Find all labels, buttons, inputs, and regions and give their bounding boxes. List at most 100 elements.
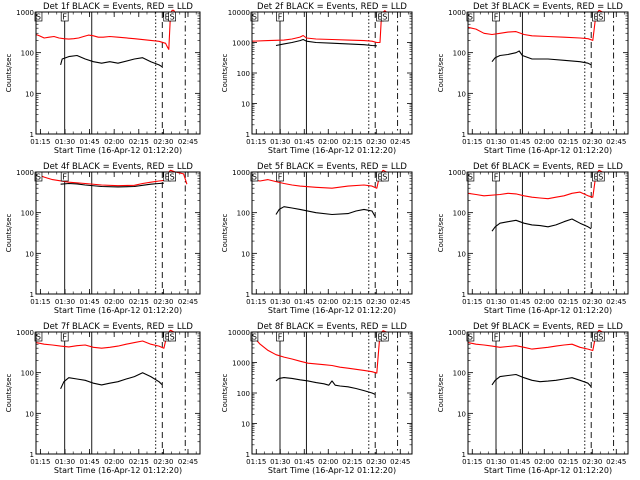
y-axis-label: Counts/sec bbox=[5, 214, 13, 253]
x-tick-label: 02:45 bbox=[390, 298, 410, 306]
x-tick-label: 02:00 bbox=[318, 298, 338, 306]
panel-title: Det 7f BLACK = Events, RED = LLD bbox=[43, 322, 193, 332]
y-tick-label: 1000 bbox=[448, 169, 466, 177]
x-tick-label: 02:30 bbox=[582, 458, 602, 466]
marker-f-label: F bbox=[278, 333, 283, 342]
marker-f-label: F bbox=[494, 173, 499, 182]
y-axis-label: Counts/sec bbox=[437, 374, 445, 413]
y-axis-label: Counts/sec bbox=[221, 214, 229, 253]
x-tick-label: 02:15 bbox=[129, 458, 149, 466]
series-red-line bbox=[35, 9, 176, 50]
x-tick-label: 02:30 bbox=[366, 138, 386, 146]
panel-title: Det 6f BLACK = Events, RED = LLD bbox=[473, 162, 623, 172]
x-axis-label: Start Time (16-Apr-12 01:12:20) bbox=[484, 466, 612, 475]
x-tick-label: 02:15 bbox=[342, 458, 362, 466]
x-tick-label: 02:30 bbox=[153, 138, 173, 146]
marker-e-label: E bbox=[593, 173, 598, 182]
marker-f-label: F bbox=[494, 333, 499, 342]
y-tick-label: 100 bbox=[21, 210, 34, 218]
plot-frame bbox=[251, 331, 413, 455]
y-tick-label: 1000 bbox=[16, 329, 34, 337]
panel-det-9f: Det 9f BLACK = Events, RED = LLD Start Ti… bbox=[437, 322, 629, 475]
marker-s-label: S bbox=[36, 173, 41, 182]
x-tick-label: 01:45 bbox=[294, 138, 314, 146]
x-tick-label: 01:30 bbox=[55, 138, 75, 146]
y-tick-label: 1000 bbox=[232, 169, 250, 177]
y-tick-label: 1000 bbox=[232, 40, 250, 48]
x-tick-label: 02:15 bbox=[129, 298, 149, 306]
x-tick-label: 01:30 bbox=[270, 138, 290, 146]
marker-s-label: S bbox=[36, 333, 41, 342]
marker-s-label: S bbox=[252, 13, 257, 22]
y-axis-label: Counts/sec bbox=[5, 374, 13, 413]
y-tick-label: 1000 bbox=[16, 9, 34, 17]
marker-f-label: F bbox=[62, 333, 67, 342]
y-tick-label: 100 bbox=[21, 370, 34, 378]
plot-frame bbox=[251, 171, 413, 295]
series-black-line bbox=[491, 50, 592, 66]
series-black-line bbox=[60, 372, 163, 390]
x-tick-label: 01:45 bbox=[510, 138, 530, 146]
x-tick-label: 01:45 bbox=[79, 138, 99, 146]
x-tick-label: 02:30 bbox=[582, 298, 602, 306]
x-tick-label: 02:30 bbox=[153, 298, 173, 306]
y-axis-label: Counts/sec bbox=[221, 374, 229, 413]
series-black-line bbox=[275, 38, 377, 47]
marker-s-label: S bbox=[252, 173, 257, 182]
x-tick-label: 01:30 bbox=[486, 138, 506, 146]
plot-frame bbox=[467, 171, 629, 295]
x-tick-label: 02:30 bbox=[582, 138, 602, 146]
x-tick-label: 02:15 bbox=[558, 458, 578, 466]
x-tick-label: 02:00 bbox=[318, 138, 338, 146]
x-tick-label: 02:45 bbox=[390, 138, 410, 146]
y-axis-label: Counts/sec bbox=[221, 54, 229, 93]
y-tick-label: 10 bbox=[457, 410, 466, 418]
marker-f-label: F bbox=[62, 13, 67, 22]
panel-det-7f: Det 7f BLACK = Events, RED = LLD Start Ti… bbox=[5, 322, 201, 475]
series-red-line bbox=[467, 9, 603, 41]
x-tick-label: 02:30 bbox=[366, 458, 386, 466]
marker-e-label: E bbox=[377, 13, 382, 22]
marker-s-label: S bbox=[252, 333, 257, 342]
marker-s-label: S bbox=[598, 333, 603, 342]
x-tick-label: 02:00 bbox=[534, 298, 554, 306]
marker-s-label: S bbox=[468, 13, 473, 22]
x-axis-label: Start Time (16-Apr-12 01:12:20) bbox=[54, 466, 182, 475]
x-tick-label: 02:15 bbox=[342, 298, 362, 306]
marker-s-label: S bbox=[468, 173, 473, 182]
x-tick-label: 02:00 bbox=[104, 138, 124, 146]
x-tick-label: 02:15 bbox=[129, 138, 149, 146]
y-tick-label: 10 bbox=[457, 250, 466, 258]
marker-e-label: E bbox=[377, 173, 382, 182]
marker-s-label: S bbox=[170, 13, 175, 22]
x-tick-label: 02:15 bbox=[342, 138, 362, 146]
x-axis-label: Start Time (16-Apr-12 01:12:20) bbox=[54, 306, 182, 315]
y-tick-label: 1000 bbox=[232, 360, 250, 368]
x-tick-label: 02:30 bbox=[153, 458, 173, 466]
series-red-line bbox=[467, 169, 603, 200]
marker-f-label: F bbox=[278, 173, 283, 182]
y-tick-label: 100 bbox=[237, 70, 250, 78]
y-tick-label: 100 bbox=[453, 210, 466, 218]
panel-det-2f: Det 2f BLACK = Events, RED = LLD Start Ti… bbox=[221, 2, 413, 155]
marker-f-label: F bbox=[494, 13, 499, 22]
marker-s-label: S bbox=[382, 13, 387, 22]
series-red-line bbox=[35, 329, 175, 349]
y-tick-label: 1 bbox=[462, 291, 466, 299]
marker-s-label: S bbox=[598, 13, 603, 22]
marker-s-label: S bbox=[170, 333, 175, 342]
x-axis-label: Start Time (16-Apr-12 01:12:20) bbox=[54, 146, 182, 155]
panel-title: Det 8f BLACK = Events, RED = LLD bbox=[257, 322, 407, 332]
x-tick-label: 01:45 bbox=[79, 298, 99, 306]
x-tick-label: 02:00 bbox=[104, 458, 124, 466]
y-tick-label: 10 bbox=[25, 250, 34, 258]
plot-frame bbox=[251, 11, 413, 135]
y-tick-label: 10000 bbox=[228, 329, 250, 337]
y-tick-label: 100 bbox=[453, 50, 466, 58]
marker-e-label: E bbox=[165, 333, 170, 342]
x-axis-label: Start Time (16-Apr-12 01:12:20) bbox=[268, 466, 396, 475]
panel-det-4f: Det 4f BLACK = Events, RED = LLD Start Ti… bbox=[5, 162, 201, 315]
panel-det-1f: Det 1f BLACK = Events, RED = LLD Start Ti… bbox=[5, 2, 201, 155]
x-tick-label: 02:00 bbox=[534, 138, 554, 146]
